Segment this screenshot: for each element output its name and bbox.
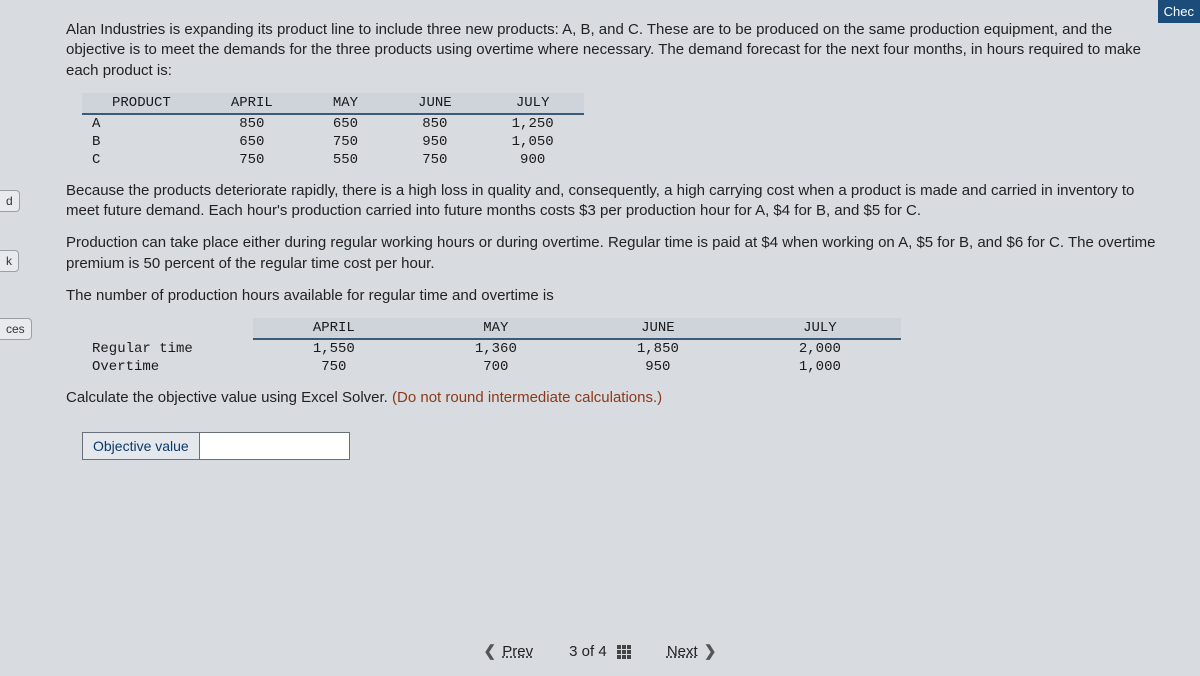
calc-rounding-note: (Do not round intermediate calculations.…	[392, 389, 662, 406]
table-row: B 650 750 950 1,050	[82, 133, 584, 151]
prev-label: Prev	[502, 643, 533, 660]
grid-icon[interactable]	[617, 645, 631, 659]
chevron-left-icon: ❮	[484, 643, 497, 660]
question-nav-bar: ❮ Prev 3 of 4 Next ❯	[0, 642, 1200, 660]
side-tab-1[interactable]: d	[0, 190, 20, 212]
col-product: PRODUCT	[82, 93, 201, 114]
next-label: Next	[667, 643, 698, 660]
question-content: Alan Industries is expanding its product…	[0, 0, 1200, 470]
prev-button[interactable]: ❮ Prev	[482, 642, 534, 660]
col-june: JUNE	[388, 93, 482, 114]
table-row: C 750 550 750 900	[82, 151, 584, 169]
objective-value-row: Objective value	[82, 432, 1160, 460]
table-row: Regular time 1,550 1,360 1,850 2,000	[82, 339, 901, 358]
side-tab-2[interactable]: k	[0, 250, 19, 272]
page-position: 3 of 4	[569, 643, 631, 660]
calc-lead-text: Calculate the objective value using Exce…	[66, 389, 392, 406]
col-may: MAY	[303, 93, 388, 114]
col-april: APRIL	[201, 93, 303, 114]
intro-paragraph: Alan Industries is expanding its product…	[66, 20, 1160, 81]
hours-available-paragraph: The number of production hours available…	[66, 286, 1160, 306]
col-july: JULY	[482, 93, 584, 114]
objective-value-input[interactable]	[200, 432, 350, 460]
col-june: JUNE	[577, 318, 739, 339]
hours-table: APRIL MAY JUNE JULY Regular time 1,550 1…	[82, 318, 1160, 376]
objective-value-label: Objective value	[82, 432, 200, 460]
col-july: JULY	[739, 318, 901, 339]
side-tab-3[interactable]: ces	[0, 318, 32, 340]
check-work-button[interactable]: Chec	[1158, 0, 1200, 23]
carrying-cost-paragraph: Because the products deteriorate rapidly…	[66, 181, 1160, 222]
demand-table: PRODUCT APRIL MAY JUNE JULY A 850 650 85…	[82, 93, 1160, 169]
table-header-row: APRIL MAY JUNE JULY	[82, 318, 901, 339]
col-blank	[82, 318, 253, 339]
next-button[interactable]: Next ❯	[667, 642, 719, 660]
col-may: MAY	[415, 318, 577, 339]
table-header-row: PRODUCT APRIL MAY JUNE JULY	[82, 93, 584, 114]
col-april: APRIL	[253, 318, 415, 339]
chevron-right-icon: ❯	[704, 643, 717, 660]
table-row: A 850 650 850 1,250	[82, 114, 584, 133]
production-cost-paragraph: Production can take place either during …	[66, 233, 1160, 274]
table-row: Overtime 750 700 950 1,000	[82, 358, 901, 376]
calculate-instruction: Calculate the objective value using Exce…	[66, 388, 1160, 408]
